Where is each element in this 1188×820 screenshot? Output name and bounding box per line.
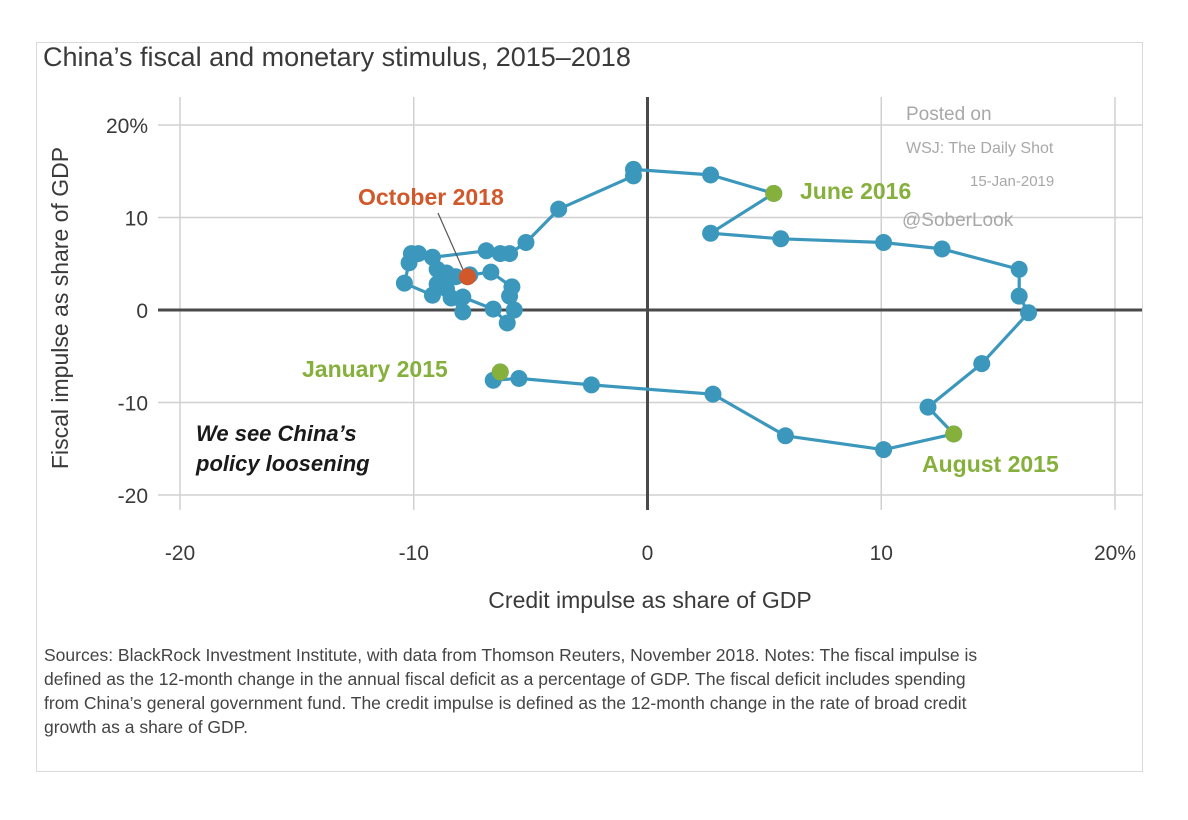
- data-point-10: [1020, 304, 1038, 322]
- y-tick-label-0: 20%: [106, 115, 148, 138]
- data-point-16: [702, 224, 720, 242]
- callout-text: We see China’s policy loosening: [195, 421, 370, 476]
- data-point-12: [1010, 260, 1028, 278]
- data-point-14: [875, 233, 893, 251]
- data-point-43: [454, 303, 472, 321]
- data-point-39: [505, 301, 523, 319]
- data-point-36: [482, 263, 500, 281]
- data-point-40: [498, 314, 516, 332]
- data-point-38: [501, 287, 519, 305]
- grid-lines: [158, 97, 1142, 510]
- data-point-6: [875, 441, 893, 459]
- data-point-25: [477, 242, 495, 260]
- data-point-20: [624, 167, 642, 185]
- data-point-44: [442, 289, 460, 307]
- annotation-label-0: January 2015: [302, 356, 448, 382]
- watermark: Posted on WSJ: The Daily Shot 15-Jan-201…: [902, 104, 1054, 231]
- x-axis-label: Credit impulse as share of GDP: [488, 587, 811, 613]
- data-point-24: [491, 245, 509, 263]
- annotation-label-2: June 2016: [800, 178, 911, 204]
- highlight-point-1: [945, 425, 963, 443]
- watermark-handle: @SoberLook: [902, 210, 1014, 231]
- data-point-46: [447, 268, 465, 286]
- highlight-point-0: [491, 363, 509, 381]
- data-point-18: [702, 166, 720, 184]
- data-point-8: [919, 398, 937, 416]
- annotation-label-3: October 2018: [358, 184, 504, 210]
- highlight-point-2: [765, 184, 783, 202]
- data-point-29: [400, 254, 418, 272]
- x-tick-label-4: 20%: [1094, 542, 1136, 565]
- data-point-22: [517, 233, 535, 251]
- data-point-30: [395, 274, 413, 292]
- highlight-point-3: [459, 268, 477, 286]
- data-point-45: [428, 275, 446, 293]
- data-point-5: [776, 427, 794, 445]
- y-tick-label-4: -20: [118, 485, 148, 508]
- x-tick-label-1: -10: [399, 542, 429, 565]
- watermark-posted: Posted on: [906, 104, 992, 125]
- y-tick-label-2: 0: [136, 300, 148, 323]
- series-group: [395, 160, 1038, 459]
- sources-line-3: from China’s general government fund. Th…: [44, 693, 967, 713]
- x-tick-label-2: 0: [642, 542, 654, 565]
- october-2018-leader-line: [437, 212, 465, 271]
- tick-labels: -20 -10 0 10 20% 20% 10 0 -10 -20: [106, 115, 1136, 565]
- chart-title: China’s fiscal and monetary stimulus, 20…: [43, 42, 631, 72]
- sources-line-4: growth as a share of GDP.: [44, 717, 248, 737]
- data-point-9: [973, 355, 991, 373]
- y-tick-label-3: -10: [118, 393, 148, 416]
- data-point-13: [933, 240, 951, 258]
- watermark-date: 15-Jan-2019: [970, 173, 1054, 190]
- sources-note: Sources: BlackRock Investment Institute,…: [44, 643, 1104, 739]
- x-tick-label-3: 10: [870, 542, 893, 565]
- data-point-41: [484, 300, 502, 318]
- data-point-11: [1010, 287, 1028, 305]
- data-point-15: [772, 230, 790, 248]
- data-point-3: [582, 376, 600, 394]
- chart-frame: [36, 42, 1143, 772]
- data-point-2: [510, 369, 528, 387]
- chart-svg: -20 -10 0 10 20% 20% 10 0 -10 -20 Credit impulse …: [47, 97, 1142, 613]
- annotation-label-1: August 2015: [922, 451, 1059, 477]
- data-point-4: [704, 385, 722, 403]
- watermark-source: WSJ: The Daily Shot: [906, 140, 1054, 157]
- callout-line-2: policy loosening: [195, 451, 370, 476]
- sources-line-2: defined as the 12-month change in the an…: [44, 669, 966, 689]
- annotations-group: January 2015 August 2015 June 2016 October …: [302, 178, 1059, 477]
- y-axis-label: Fiscal impulse as share of GDP: [47, 147, 73, 469]
- sources-line-1: Sources: BlackRock Investment Institute,…: [44, 645, 978, 665]
- y-tick-label-1: 10: [125, 208, 148, 231]
- callout-line-1: We see China’s: [196, 421, 357, 446]
- x-tick-label-0: -20: [165, 542, 195, 565]
- axes: [158, 97, 1142, 510]
- data-point-21: [550, 200, 568, 218]
